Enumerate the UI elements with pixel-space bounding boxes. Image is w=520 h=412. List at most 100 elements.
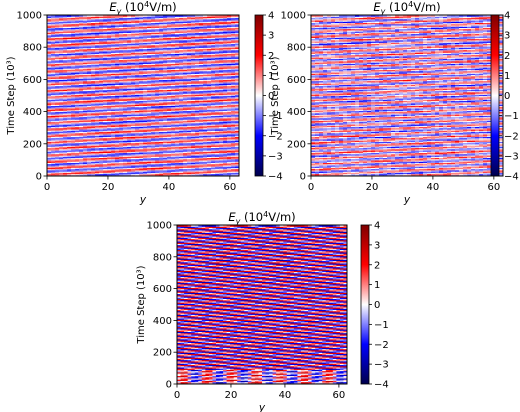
- heatmap-cell: [135, 164, 140, 167]
- heatmap-cell: [235, 96, 239, 99]
- heatmap-cell: [99, 80, 104, 83]
- heatmap-cell: [55, 115, 60, 118]
- heatmap-cell: [123, 151, 128, 154]
- heatmap-cell: [119, 138, 124, 141]
- heatmap-cell: [107, 90, 112, 93]
- heatmap-cell: [235, 111, 239, 114]
- heatmap-cell: [67, 167, 72, 170]
- heatmap-cell: [159, 123, 164, 126]
- heatmap-cell: [167, 104, 172, 107]
- heatmap-cell: [75, 96, 80, 99]
- heatmap-cell: [91, 168, 96, 171]
- heatmap-cell: [147, 148, 152, 151]
- heatmap-cell: [163, 48, 168, 51]
- heatmap-cell: [131, 161, 136, 163]
- heatmap-cell: [103, 101, 108, 104]
- heatmap-cell: [59, 95, 64, 98]
- heatmap-cell: [191, 102, 196, 105]
- heatmap-cell: [167, 143, 172, 146]
- heatmap-cell: [163, 168, 168, 171]
- heatmap-cell: [135, 89, 140, 92]
- heatmap-cell: [147, 100, 152, 103]
- heatmap-cell: [75, 89, 80, 92]
- heatmap-cell: [131, 102, 136, 105]
- heatmap-cell: [51, 147, 56, 150]
- heatmap-cell: [51, 80, 56, 83]
- heatmap-cell: [103, 81, 108, 84]
- heatmap-cell: [107, 152, 112, 155]
- heatmap-cell: [191, 81, 196, 84]
- heatmap-cell: [119, 107, 124, 110]
- heatmap-cell: [51, 101, 56, 104]
- heatmap-cell: [175, 55, 180, 58]
- heatmap-cell: [207, 121, 212, 124]
- heatmap-cell: [115, 119, 120, 121]
- heatmap-cell: [103, 80, 108, 83]
- heatmap-cell: [159, 122, 164, 125]
- heatmap-cell: [87, 60, 92, 63]
- heatmap-cell: [219, 128, 224, 131]
- heatmap-cell: [79, 50, 84, 53]
- heatmap-cell: [95, 166, 100, 168]
- heatmap-cell: [231, 50, 236, 53]
- heatmap-cell: [187, 146, 192, 149]
- heatmap-cell: [231, 132, 236, 135]
- heatmap-cell: [63, 85, 68, 88]
- heatmap-cell: [71, 111, 76, 114]
- heatmap-cell: [155, 127, 160, 130]
- heatmap-cell: [231, 125, 236, 128]
- heatmap-cell: [83, 131, 88, 134]
- heatmap-cell: [223, 91, 228, 94]
- heatmap-cell: [211, 93, 216, 95]
- heatmap-cell: [163, 117, 168, 120]
- heatmap-cell: [107, 76, 112, 79]
- heatmap-cell: [143, 110, 148, 113]
- heatmap-cell: [227, 73, 232, 76]
- heatmap-cell: [59, 69, 64, 72]
- heatmap-cell: [95, 131, 100, 134]
- heatmap-cell: [163, 107, 168, 110]
- heatmap-cell: [203, 104, 208, 107]
- heatmap-cell: [187, 162, 192, 165]
- heatmap-cell: [99, 159, 104, 162]
- heatmap-cell: [75, 58, 80, 61]
- heatmap-cell: [111, 111, 116, 114]
- heatmap-cell: [235, 63, 239, 66]
- heatmap-cell: [79, 109, 84, 111]
- heatmap-cell: [115, 57, 120, 59]
- heatmap-cell: [67, 50, 72, 53]
- heatmap-cell: [79, 156, 84, 159]
- heatmap-cell: [95, 148, 100, 151]
- heatmap-cell: [227, 120, 232, 123]
- heatmap-cell: [47, 169, 52, 172]
- heatmap-cell: [167, 168, 172, 171]
- heatmap-cell: [135, 80, 140, 83]
- heatmap-cell: [123, 158, 128, 161]
- heatmap-cell: [119, 102, 124, 105]
- heatmap-cell: [139, 167, 144, 170]
- heatmap-cell: [95, 73, 100, 76]
- heatmap-cell: [171, 153, 176, 156]
- heatmap-cell: [91, 80, 96, 83]
- heatmap-cell: [139, 157, 144, 160]
- heatmap-cell: [159, 125, 164, 128]
- heatmap-cell: [195, 132, 200, 135]
- heatmap-cell: [147, 153, 152, 156]
- heatmap-cell: [87, 130, 92, 133]
- heatmap-cell: [103, 69, 108, 72]
- heatmap-cell: [131, 154, 136, 157]
- heatmap-cell: [135, 84, 140, 87]
- heatmap-cell: [131, 138, 136, 141]
- heatmap-cell: [223, 128, 228, 131]
- heatmap-cell: [211, 173, 216, 176]
- heatmap-cell: [87, 70, 92, 73]
- heatmap-cell: [123, 53, 128, 56]
- heatmap-cell: [207, 138, 212, 141]
- heatmap-cell: [187, 96, 192, 99]
- heatmap-cell: [103, 85, 108, 88]
- heatmap-cell: [223, 100, 228, 103]
- heatmap-cell: [67, 93, 72, 95]
- heatmap-cell: [51, 70, 56, 73]
- heatmap-cell: [215, 168, 220, 171]
- heatmap-cell: [211, 116, 216, 119]
